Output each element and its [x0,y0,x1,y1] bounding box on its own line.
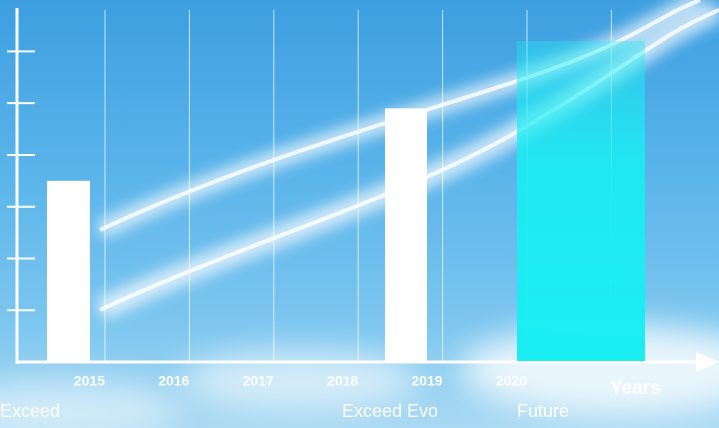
x-tick-label: 2020 [496,373,527,389]
x-tick-label: 2016 [158,373,189,389]
bar [385,108,427,361]
chart-background: Years 2015 2016 2017 2018 2019 2020 Exceed Exce… [0,0,719,428]
x-tick-label: 2017 [243,373,274,389]
x-tick-label: 2019 [411,373,442,389]
x-tick-label: 2015 [74,373,105,389]
x-tick-label: 2018 [327,373,358,389]
x-axis-label: Years [610,378,661,399]
category-label: Exceed Evo [342,401,438,421]
category-label: Future [517,401,569,421]
category-label: Exceed [0,401,60,421]
chart: Years 2015 2016 2017 2018 2019 2020 Exceed Exce… [0,0,719,428]
bar [517,41,645,361]
bar [47,181,90,361]
